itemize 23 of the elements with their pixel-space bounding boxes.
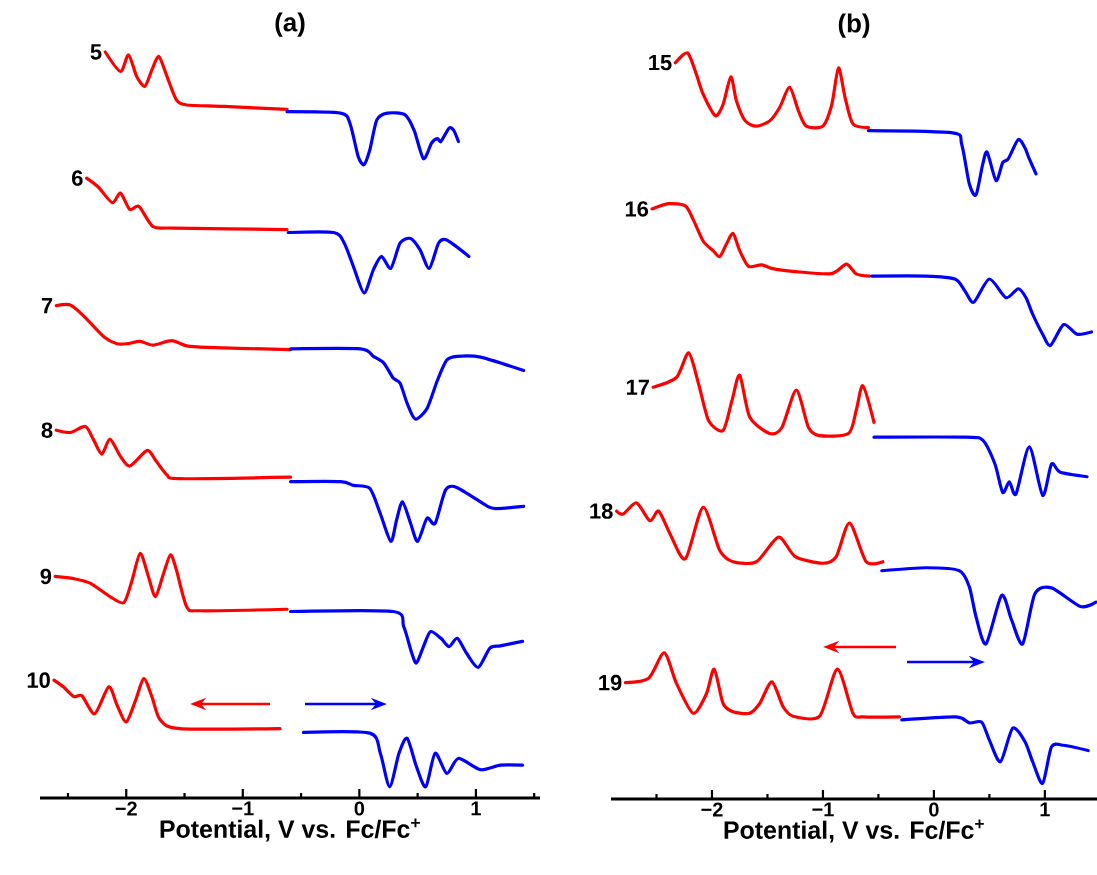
x-tick-label: −2 xyxy=(701,802,723,817)
series-label: 10 xyxy=(27,672,50,688)
x-tick-label: −2 xyxy=(115,801,137,816)
series-label: 5 xyxy=(90,44,102,60)
x-tick-label: 0 xyxy=(354,801,365,816)
series-label: 17 xyxy=(626,379,650,395)
x-tick-label: 1 xyxy=(471,801,481,816)
chart-title: (a) xyxy=(275,12,305,37)
series-label: 18 xyxy=(590,503,613,519)
x-axis-title: Potential, V vs. Fc/Fc$^{+}$ xyxy=(160,818,420,842)
x-tick-label: −1 xyxy=(812,802,834,817)
series-label: 19 xyxy=(599,674,622,691)
series-label: 15 xyxy=(649,55,672,71)
x-axis-title: Potential, V vs. Fc/Fc$^{+}$ xyxy=(724,819,984,843)
x-tick-label: 1 xyxy=(1040,802,1050,817)
x-tick-label: 0 xyxy=(929,802,939,817)
series-label: 16 xyxy=(625,201,649,217)
series-label: 7 xyxy=(41,298,53,314)
chart-title: (b) xyxy=(838,13,870,38)
series-label: 9 xyxy=(40,568,52,585)
series-label: 8 xyxy=(41,422,53,438)
series-label: 6 xyxy=(72,170,83,186)
x-tick-label: −1 xyxy=(232,801,254,816)
